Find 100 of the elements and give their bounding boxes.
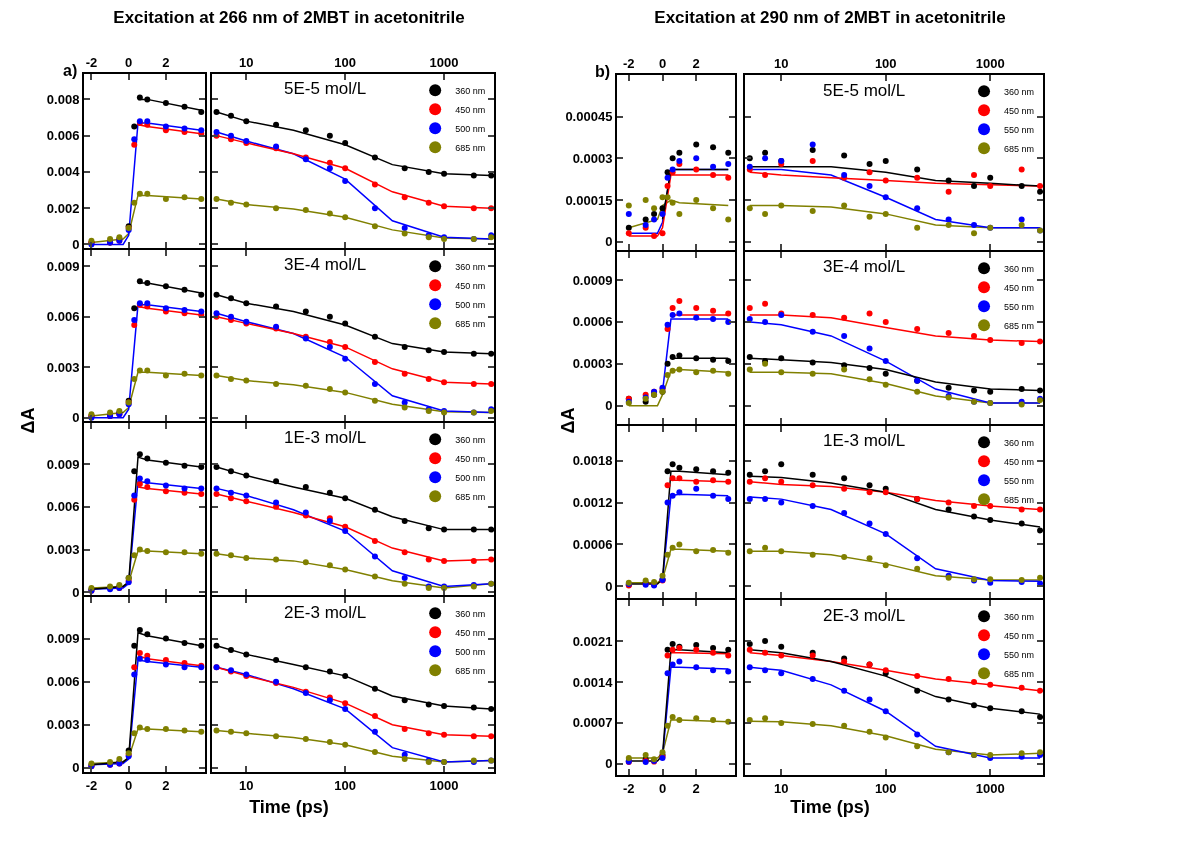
- y-tick-label: 0.0009: [572, 272, 613, 288]
- y-tick-label: 0.0006: [572, 314, 613, 330]
- legend-label: 500 nm: [455, 123, 486, 134]
- y-tick-label: 0.00015: [565, 192, 613, 208]
- legend-label: 685 nm: [455, 142, 486, 153]
- y-tick-label: 0: [605, 578, 613, 594]
- x-axis-title: Time (ps): [789, 797, 871, 818]
- x-tick-label: 2: [692, 55, 700, 71]
- legend-label: 360 nm: [1004, 86, 1035, 97]
- y-tick-label: 0.003: [46, 359, 80, 375]
- y-axis-title: ΔA: [17, 406, 39, 436]
- y-tick-label: 0.0003: [572, 150, 613, 166]
- y-tick-label: 0.004: [46, 164, 81, 180]
- legend-label: 360 nm: [455, 434, 486, 445]
- x-tick-label: 100: [334, 777, 357, 793]
- legend-label: 685 nm: [1004, 143, 1035, 154]
- x-tick-label: 100: [874, 780, 897, 796]
- x-tick-label: 100: [874, 55, 897, 71]
- y-axis-title: ΔA: [557, 406, 579, 436]
- x-tick-label: 0: [658, 55, 667, 71]
- legend-label: 550 nm: [1004, 649, 1035, 660]
- legend-label: 450 nm: [455, 104, 486, 115]
- legend-label: 550 nm: [1004, 475, 1035, 486]
- y-tick-label: 0.0007: [572, 715, 613, 731]
- legend-label: 450 nm: [455, 280, 486, 291]
- legend-label: 500 nm: [455, 299, 486, 310]
- legend-label: 685 nm: [1004, 668, 1035, 679]
- x-tick-label: 10: [239, 54, 254, 70]
- text: Excitation at 290 nm of 2MBT in acetonitrile: [653, 8, 1007, 28]
- legend-label: 450 nm: [1004, 630, 1035, 641]
- x-tick-label: 2: [162, 777, 170, 793]
- x-tick-label: 1000: [429, 777, 459, 793]
- text: a): [63, 62, 78, 79]
- legend-label: 360 nm: [1004, 263, 1035, 274]
- x-tick-label: -2: [623, 780, 635, 796]
- x-tick-label: 0: [658, 780, 667, 796]
- y-tick-label: 0: [72, 410, 80, 426]
- legend-label: 360 nm: [455, 608, 486, 619]
- y-tick-label: 0.0014: [572, 674, 614, 690]
- legend-label: 685 nm: [455, 665, 486, 676]
- x-tick-label: 1000: [975, 55, 1005, 71]
- y-tick-label: 0.009: [46, 631, 80, 647]
- y-tick-label: 0: [72, 760, 80, 776]
- legend-label: 550 nm: [1004, 301, 1035, 312]
- legend-label: 550 nm: [1004, 124, 1035, 135]
- legend-label: 685 nm: [455, 491, 486, 502]
- x-tick-label: 10: [774, 780, 789, 796]
- x-axis-title: Time (ps): [248, 797, 330, 818]
- y-tick-label: 0.006: [46, 128, 80, 144]
- x-tick-label: 1000: [975, 780, 1005, 796]
- y-tick-label: 0.003: [46, 717, 80, 733]
- y-tick-label: 0.002: [46, 200, 80, 216]
- x-tick-label: 2: [692, 780, 700, 796]
- y-tick-label: 0: [605, 398, 613, 414]
- annotation: 3E-4 mol/L: [284, 255, 367, 274]
- legend-label: 360 nm: [1004, 437, 1035, 448]
- legend-label: 450 nm: [1004, 282, 1035, 293]
- y-tick-label: 0.009: [46, 258, 80, 274]
- y-tick-label: 0.0012: [572, 495, 613, 511]
- annotation: 3E-4 mol/L: [823, 257, 906, 276]
- annotation: 5E-5 mol/L: [284, 79, 367, 98]
- legend-label: 450 nm: [1004, 456, 1035, 467]
- x-tick-label: 100: [334, 54, 357, 70]
- y-tick-label: 0: [72, 584, 80, 600]
- legend-label: 450 nm: [455, 627, 486, 638]
- legend-label: 685 nm: [1004, 320, 1035, 331]
- annotation: 5E-5 mol/L: [823, 81, 906, 100]
- legend-label: 500 nm: [455, 646, 486, 657]
- y-tick-label: 0.0021: [572, 633, 613, 649]
- y-tick-label: 0: [72, 236, 80, 252]
- y-tick-label: 0.009: [46, 456, 80, 472]
- x-tick-label: -2: [623, 55, 635, 71]
- legend-label: 685 nm: [455, 318, 486, 329]
- y-tick-label: 0.00045: [565, 109, 613, 125]
- annotation: 2E-3 mol/L: [823, 606, 906, 625]
- annotation: 1E-3 mol/L: [284, 428, 367, 447]
- x-tick-label: -2: [85, 777, 98, 793]
- y-tick-label: 0.006: [46, 309, 80, 325]
- y-tick-label: 0.006: [46, 674, 80, 690]
- text: Excitation at 266 nm of 2MBT in acetonitrile: [112, 8, 466, 28]
- y-tick-label: 0.0006: [572, 536, 613, 552]
- y-tick-label: 0.0018: [572, 453, 613, 469]
- legend-label: 450 nm: [1004, 105, 1035, 116]
- annotation: 1E-3 mol/L: [823, 431, 906, 450]
- y-tick-label: 0.003: [46, 542, 80, 558]
- x-tick-label: 0: [125, 777, 133, 793]
- y-tick-label: 0.0003: [572, 356, 613, 372]
- x-tick-label: 10: [774, 55, 789, 71]
- x-tick-label: 1000: [429, 54, 459, 70]
- x-tick-label: 2: [162, 54, 170, 70]
- y-tick-label: 0.006: [46, 499, 80, 515]
- legend-label: 360 nm: [1004, 611, 1035, 622]
- legend-label: 360 nm: [455, 85, 486, 96]
- x-tick-label: -2: [85, 54, 98, 70]
- text: b): [595, 63, 611, 80]
- legend-label: 450 nm: [455, 453, 486, 464]
- legend-label: 360 nm: [455, 261, 486, 272]
- annotation: 2E-3 mol/L: [284, 603, 367, 622]
- x-tick-label: 0: [125, 54, 133, 70]
- y-tick-label: 0: [605, 756, 613, 772]
